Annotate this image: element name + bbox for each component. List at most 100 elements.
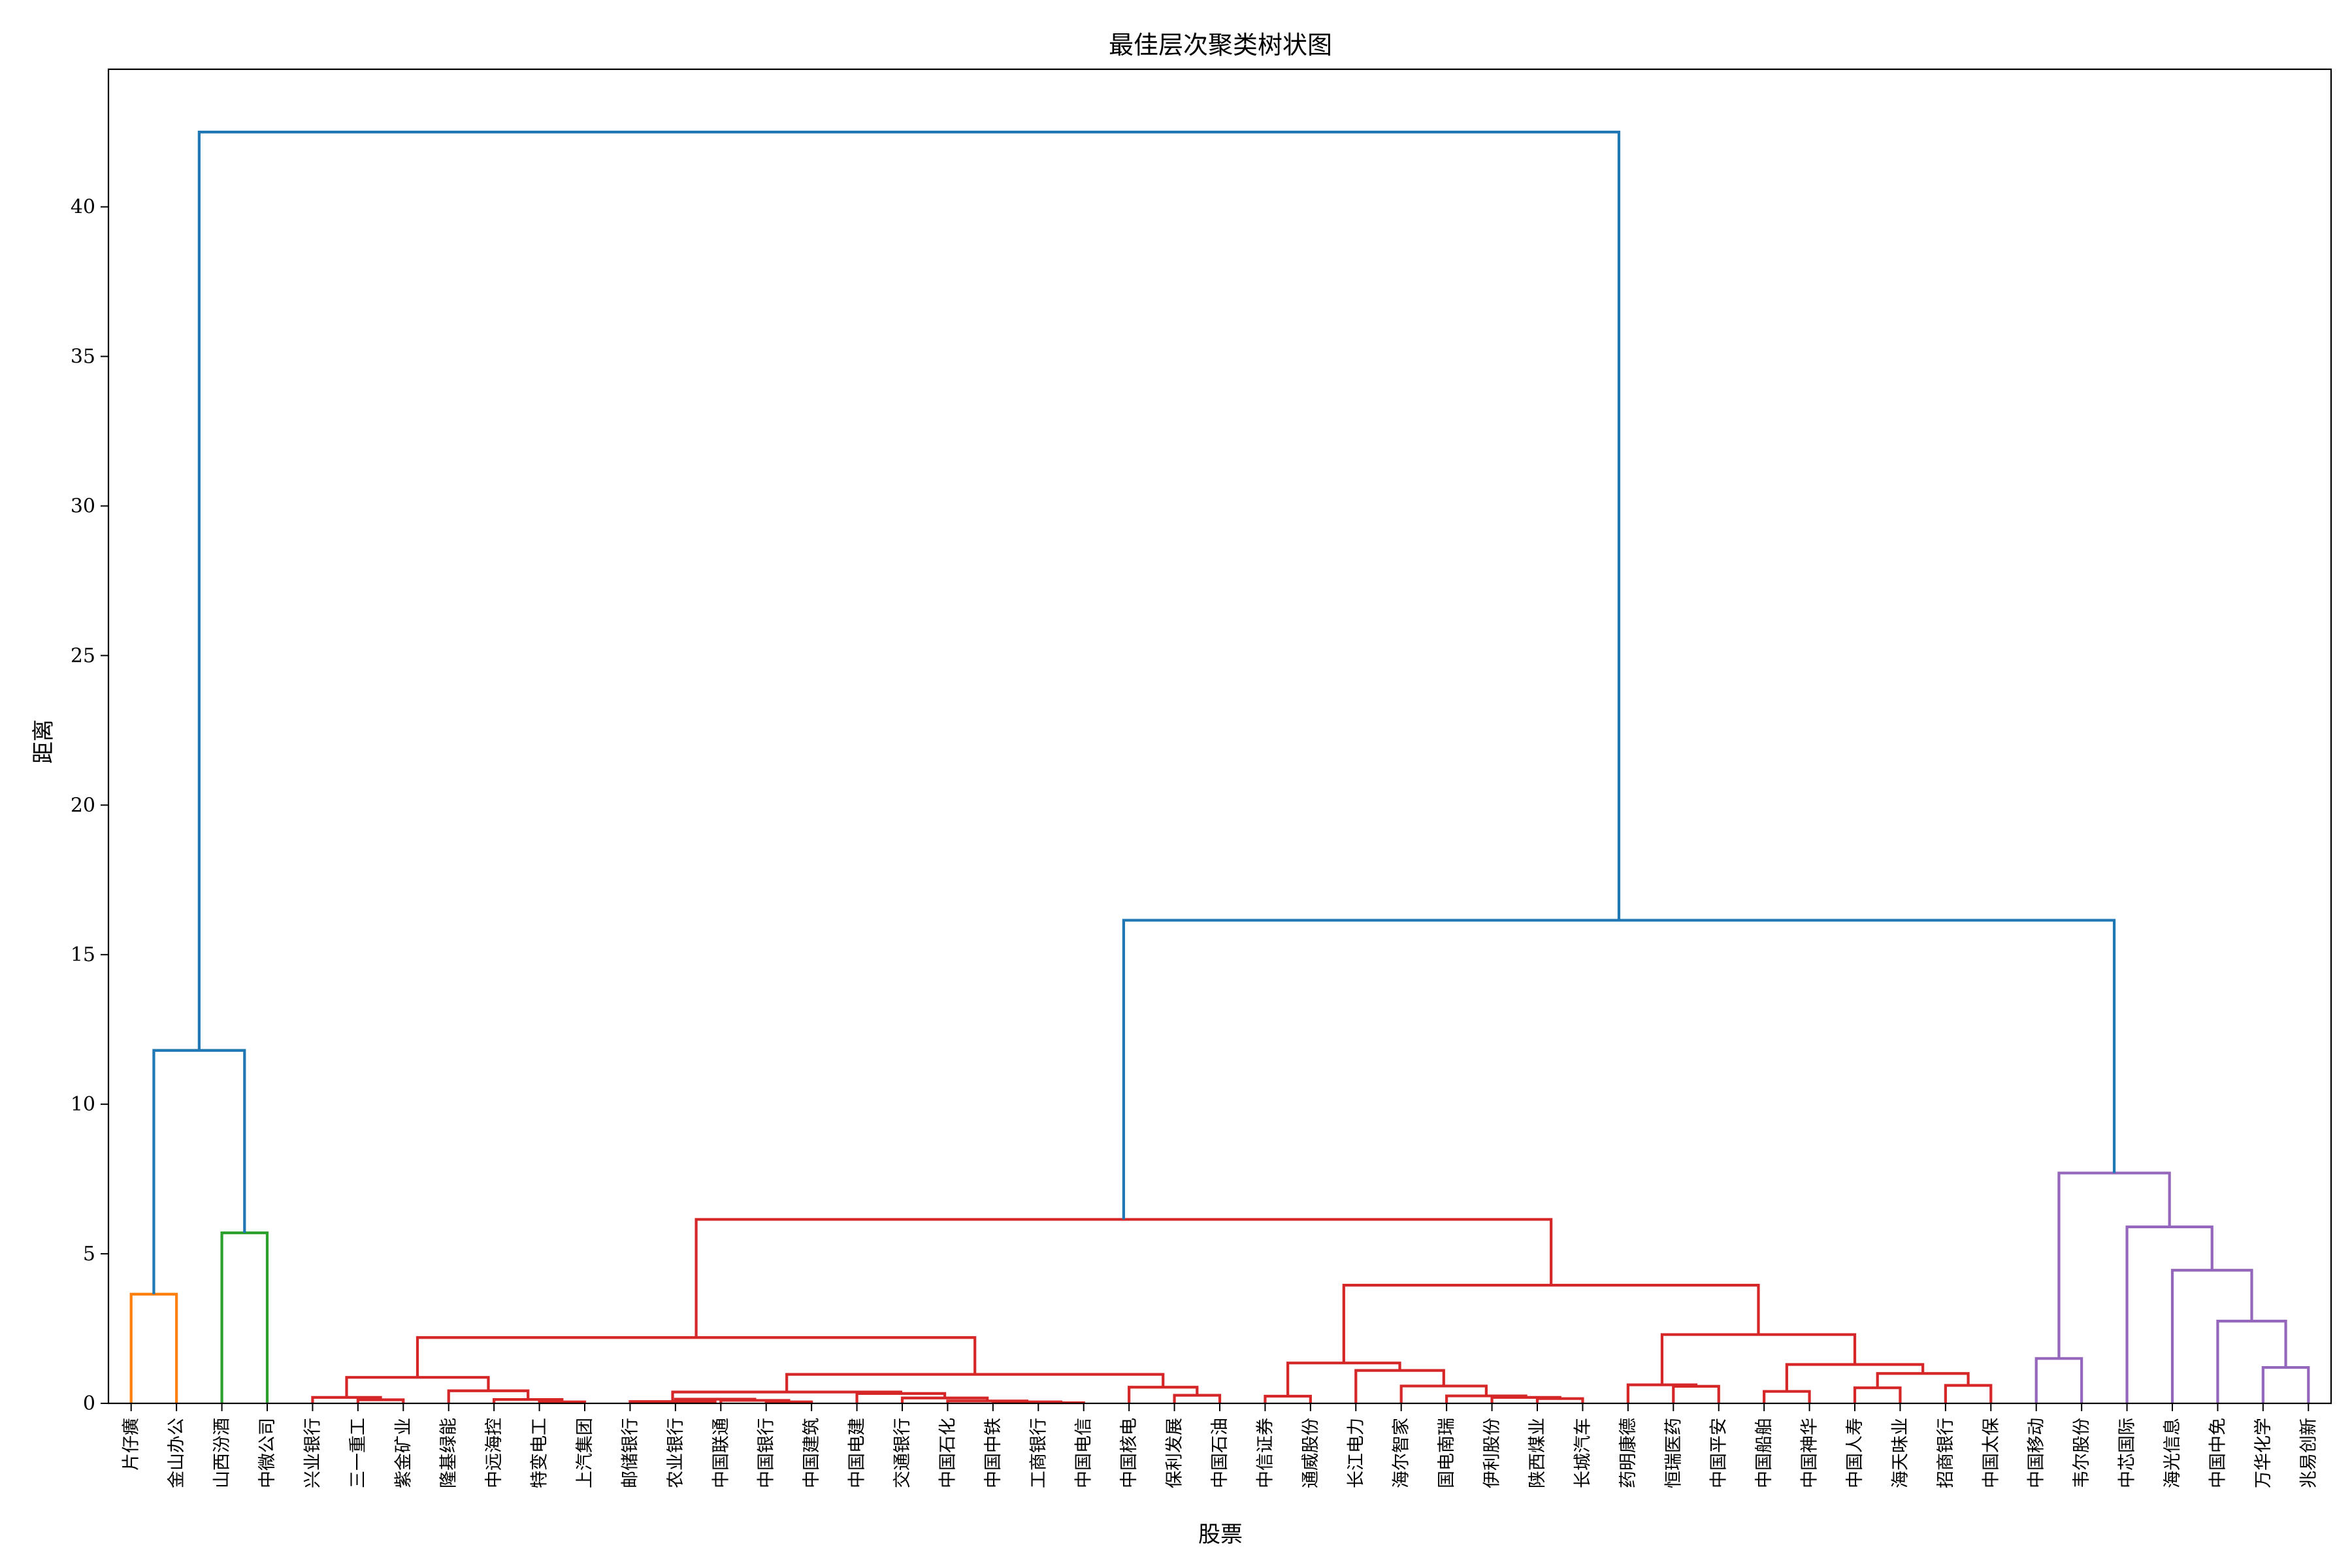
- leaf-label: 万华化学: [2253, 1418, 2274, 1488]
- leaf-label: 紫金矿业: [393, 1418, 414, 1488]
- dendrogram-link: [2125, 1225, 2213, 1403]
- leaf-label: 隆基绿能: [439, 1418, 459, 1488]
- dendrogram-link: [1853, 1386, 1902, 1403]
- y-tick-label: 5: [83, 1243, 95, 1266]
- dendrogram-link: [1490, 1396, 1561, 1403]
- y-tick-label: 10: [71, 1093, 95, 1116]
- dendrogram-link: [1763, 1390, 1811, 1403]
- y-tick-label: 30: [71, 495, 95, 517]
- leaf-label: 中国电信: [1074, 1418, 1094, 1488]
- plot-frame: [107, 68, 2332, 1405]
- y-tick-label: 0: [83, 1392, 95, 1415]
- dendrogram-link: [197, 131, 1621, 1051]
- leaf-label: 长江电力: [1346, 1418, 1366, 1488]
- leaf-label: 邮储银行: [620, 1418, 640, 1488]
- leaf-label: 三一重工: [348, 1418, 368, 1488]
- dendrogram-link: [220, 1231, 269, 1403]
- leaf-label: 中国石油: [1210, 1418, 1230, 1488]
- leaf-label: 中国人寿: [1845, 1418, 1865, 1488]
- dendrogram-link: [129, 1292, 178, 1403]
- leaf-label: 中芯国际: [2117, 1418, 2138, 1488]
- leaf-label: 海尔智家: [1392, 1418, 1412, 1488]
- dendrogram-link: [493, 1397, 564, 1403]
- leaf-label: 海光信息: [2163, 1418, 2183, 1488]
- leaf-label: 中国太保: [1981, 1418, 2001, 1488]
- y-tick-label: 15: [71, 943, 95, 966]
- dendrogram-links: [129, 131, 2310, 1405]
- dendrogram-link: [785, 1373, 1165, 1392]
- chart-title: 最佳层次聚类树状图: [1109, 31, 1332, 59]
- dendrogram-link: [2216, 1319, 2287, 1403]
- dendrogram-link: [1122, 919, 2116, 1220]
- leaf-label: 陕西煤业: [1527, 1418, 1548, 1488]
- leaf-label: 中微公司: [257, 1418, 278, 1488]
- dendrogram-link: [345, 1376, 490, 1397]
- leaf-label: 中远海控: [484, 1418, 504, 1488]
- leaf-label: 特变电工: [530, 1418, 550, 1488]
- dendrogram-link: [1264, 1394, 1312, 1403]
- leaf-label: 保利发展: [1165, 1418, 1185, 1488]
- leaf-label: 中信证券: [1255, 1418, 1275, 1488]
- dendrogram-link: [447, 1389, 530, 1403]
- dendrogram-link: [1672, 1384, 1720, 1403]
- leaf-label: 中国神华: [1800, 1418, 1820, 1488]
- leaf-label: 伊利股份: [1482, 1418, 1503, 1488]
- leaf-label: 中国建筑: [802, 1418, 822, 1488]
- leaf-label: 山西汾酒: [212, 1418, 233, 1488]
- dendrogram-link: [900, 1396, 989, 1403]
- dendrogram-link: [694, 1218, 1553, 1338]
- leaf-label: 工商银行: [1028, 1418, 1049, 1488]
- leaf-label: 招商银行: [1936, 1418, 1956, 1488]
- dendrogram-link: [2034, 1357, 2083, 1403]
- leaf-label: 中国联通: [711, 1418, 731, 1488]
- leaf-label: 农业银行: [666, 1418, 686, 1488]
- leaf-label: 兴业银行: [302, 1418, 323, 1488]
- dendrogram-link: [2057, 1171, 2171, 1359]
- x-axis-title: 股票: [1198, 1522, 1243, 1548]
- dendrogram-link: [356, 1398, 405, 1403]
- y-axis: 0 5 10 15 20 25 30 35 40: [71, 196, 108, 1415]
- dendrogram-link: [2261, 1365, 2310, 1403]
- leaf-label: 中国银行: [757, 1418, 777, 1488]
- dendrogram-link: [2170, 1269, 2253, 1403]
- leaf-label: 国电南瑞: [1437, 1418, 1457, 1488]
- y-tick-label: 20: [71, 794, 95, 817]
- leaf-label: 中国移动: [2027, 1418, 2047, 1488]
- dendrogram-link: [1173, 1394, 1222, 1403]
- leaf-label: 韦尔股份: [2072, 1418, 2092, 1488]
- dendrogram-link: [1944, 1384, 1993, 1403]
- dendrogram-link: [1445, 1394, 1527, 1403]
- dendrogram-link: [1342, 1284, 1760, 1364]
- dendrogram-link: [1128, 1386, 1199, 1403]
- dendrogram-link: [1354, 1369, 1445, 1403]
- leaf-label: 中国石化: [938, 1418, 958, 1488]
- leaf-label: 恒瑞医药: [1663, 1418, 1684, 1488]
- dendrogram-link: [946, 1399, 1029, 1403]
- y-axis-title: 距离: [31, 719, 57, 764]
- leaf-label: 中国中免: [2208, 1418, 2228, 1488]
- leaf-label: 片仔癀: [122, 1418, 142, 1471]
- leaf-label: 通威股份: [1301, 1418, 1321, 1488]
- y-tick-label: 40: [71, 196, 95, 219]
- x-axis: 片仔癀 金山办公 山西汾酒 中微公司 兴业银行 三一重工 紫金矿业 隆基绿能 中远海控 特变电工 上…: [122, 1403, 2319, 1488]
- leaf-label: 中国电建: [847, 1418, 868, 1488]
- leaf-label: 中国中铁: [983, 1418, 1004, 1488]
- leaf-label: 海天味业: [1890, 1418, 1910, 1488]
- leaf-label: 长城汽车: [1573, 1418, 1593, 1488]
- dendrogram-link: [1876, 1372, 1970, 1388]
- dendrogram-link: [1785, 1363, 1925, 1392]
- dendrogram-link: [152, 1049, 246, 1294]
- leaf-label: 金山办公: [167, 1418, 187, 1488]
- leaf-label: 中国平安: [1709, 1418, 1729, 1488]
- leaf-label: 上汽集团: [575, 1418, 595, 1488]
- dendrogram-link: [1286, 1362, 1401, 1397]
- dendrogram-link: [416, 1336, 977, 1378]
- leaf-label: 兆易创新: [2298, 1418, 2319, 1488]
- leaf-label: 交通银行: [892, 1418, 913, 1488]
- y-tick-label: 35: [71, 346, 95, 368]
- leaf-label: 中国船舶: [1754, 1418, 1774, 1488]
- y-tick-label: 25: [71, 644, 95, 667]
- leaf-label: 中国核电: [1119, 1418, 1139, 1488]
- leaf-label: 药明康德: [1618, 1418, 1639, 1488]
